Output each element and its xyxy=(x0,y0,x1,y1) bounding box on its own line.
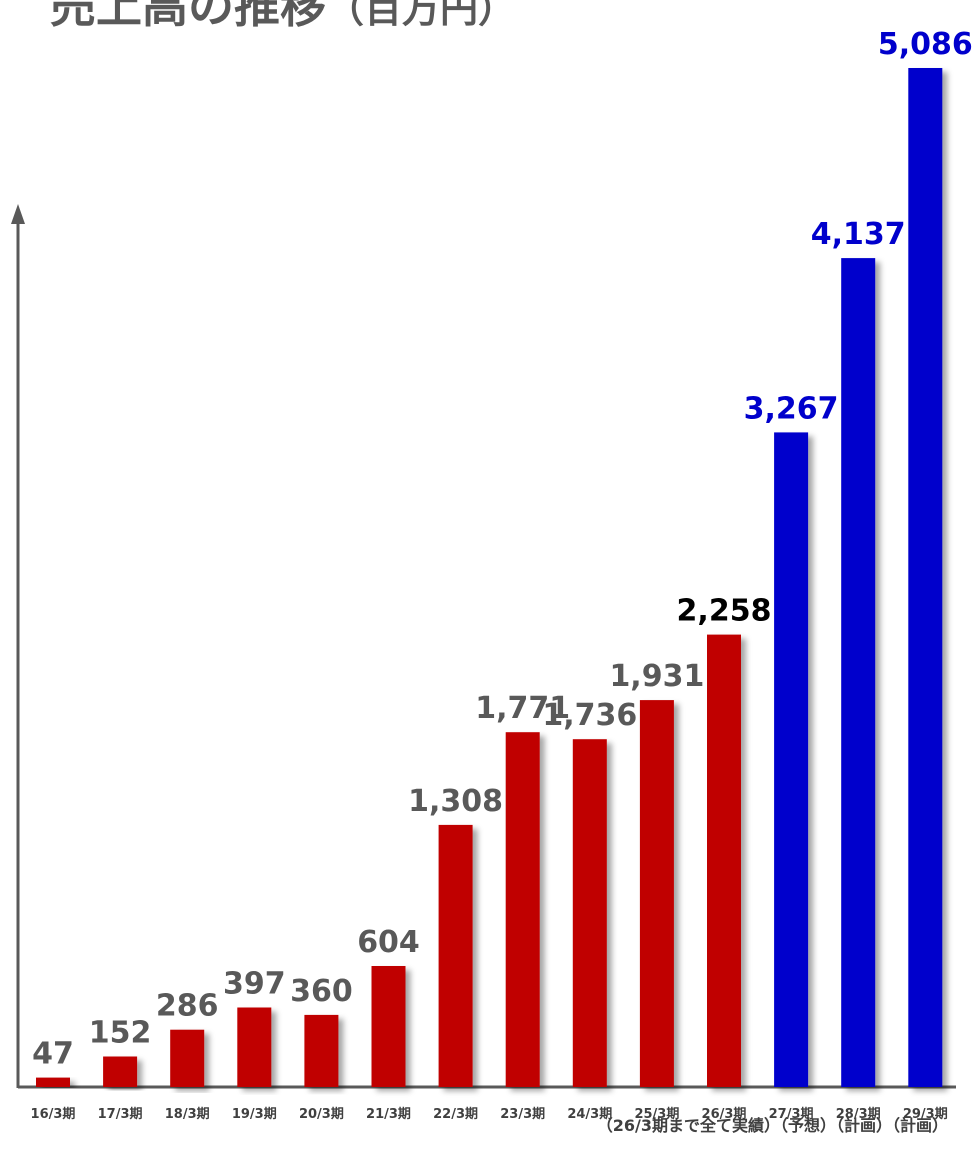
bar-12 xyxy=(841,258,876,1088)
value-label-8: 1,736 xyxy=(542,698,637,733)
bar-8 xyxy=(572,739,607,1087)
x-tick-labels-group: 16/3期 17/3期 18/3期 19/3期 20/3期 21/3期 22/3期 23/3期… xyxy=(31,1107,948,1122)
value-label-12: 4,137 xyxy=(811,217,906,252)
footnote: （26/3期まで全て実績）（予想）（計画）（計画） xyxy=(596,1116,948,1135)
x-tick-label-5: 21/3期 xyxy=(366,1107,411,1122)
x-tick-label-3: 19/3期 xyxy=(232,1107,277,1122)
x-tick-label-2: 18/3期 xyxy=(165,1107,210,1122)
bar-6 xyxy=(438,824,473,1087)
x-tick-label-0: 16/3期 xyxy=(31,1107,76,1122)
bar-9 xyxy=(639,700,674,1087)
value-label-10: 2,258 xyxy=(677,594,772,629)
value-label-1: 152 xyxy=(89,1016,152,1051)
bar-10 xyxy=(707,634,741,1087)
bar-7 xyxy=(505,732,540,1087)
x-tick-label-4: 20/3期 xyxy=(299,1107,344,1122)
bar-3 xyxy=(237,1007,272,1087)
x-tick-label-10: 26/3期 xyxy=(702,1107,747,1122)
value-label-0: 47 xyxy=(32,1037,74,1072)
bar-1 xyxy=(103,1056,138,1087)
chart-title-main: 売上高の推移 xyxy=(50,0,326,33)
bar-5 xyxy=(371,966,406,1087)
chart-title-unit: （百万円） xyxy=(326,0,517,31)
x-tick-label-7: 23/3期 xyxy=(500,1107,545,1122)
value-label-2: 286 xyxy=(156,989,219,1024)
value-label-6: 1,308 xyxy=(408,784,503,819)
x-tick-label-6: 22/3期 xyxy=(433,1107,478,1122)
value-label-3: 397 xyxy=(223,967,286,1002)
chart-axes xyxy=(11,204,956,1089)
bar-4 xyxy=(304,1014,339,1087)
bar-13 xyxy=(908,68,943,1087)
chart-title: 売上高の推移（百万円） xyxy=(50,0,516,39)
value-label-11: 3,267 xyxy=(744,391,839,426)
bars-group xyxy=(36,68,943,1088)
x-tick-label-13: 29/3期 xyxy=(903,1107,948,1122)
bar-0 xyxy=(36,1077,70,1087)
x-tick-label-12: 28/3期 xyxy=(836,1107,881,1122)
value-label-5: 604 xyxy=(357,925,420,960)
value-label-4: 360 xyxy=(290,974,353,1009)
y-axis-arrow xyxy=(11,204,25,224)
x-tick-label-1: 17/3期 xyxy=(98,1107,143,1122)
value-label-13: 5,086 xyxy=(878,27,972,62)
value-label-7: 1,771 xyxy=(475,691,570,726)
x-tick-label-11: 27/3期 xyxy=(769,1107,814,1122)
bar-2 xyxy=(170,1029,205,1087)
x-tick-label-9: 25/3期 xyxy=(634,1107,679,1122)
bar-11 xyxy=(774,432,809,1087)
x-tick-label-8: 24/3期 xyxy=(567,1107,612,1122)
value-label-9: 1,931 xyxy=(609,659,704,694)
